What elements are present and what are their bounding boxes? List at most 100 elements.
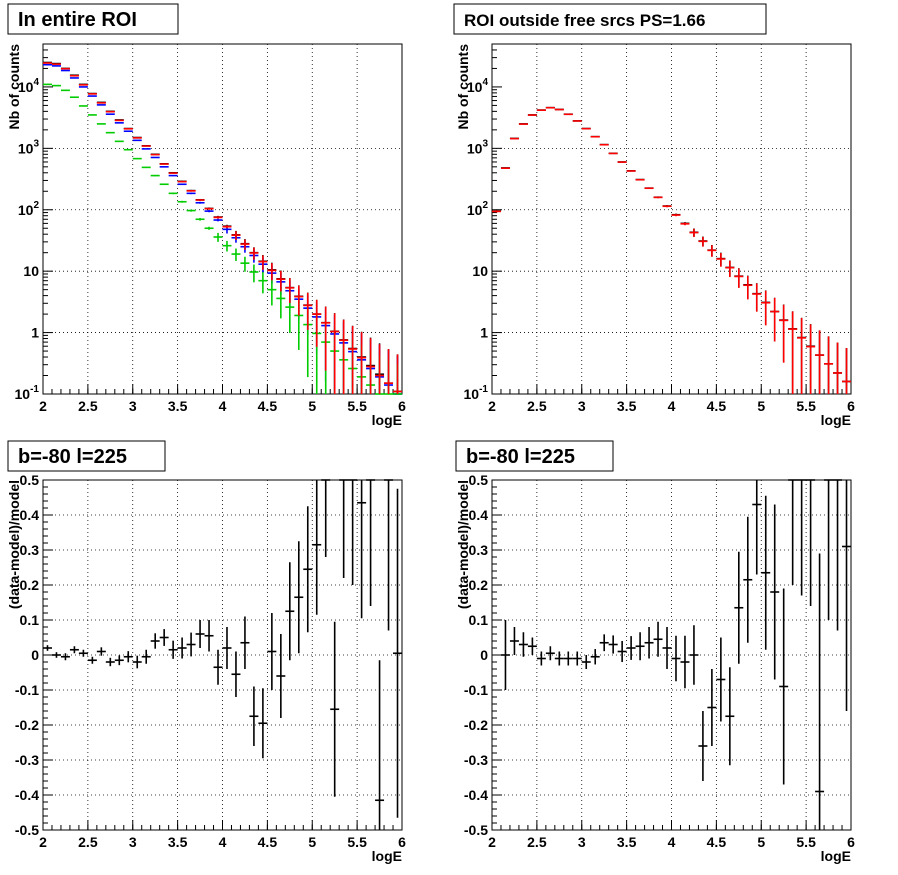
- data-point: [393, 488, 402, 818]
- y-tick-exponent: 3: [33, 138, 39, 149]
- data-point: [258, 255, 268, 270]
- x-tick-label: 2: [488, 398, 496, 414]
- x-tick-label: 3: [578, 834, 586, 850]
- data-point: [725, 667, 735, 766]
- data-point: [222, 627, 232, 669]
- data-point: [492, 210, 501, 213]
- y-tick-exponent: 4: [33, 77, 39, 88]
- y-tick-label: 0.4: [20, 507, 40, 523]
- data-point: [626, 636, 636, 660]
- data-point: [123, 148, 133, 151]
- data-point: [590, 135, 600, 138]
- data-point: [276, 287, 286, 319]
- chart-2: 2 2.5 3 3.5 4 4.5 5 5.5 610-1110102103104logENb …: [453, 3, 855, 428]
- data-point: [222, 225, 232, 229]
- data-point: [815, 330, 825, 394]
- data-point: [698, 236, 708, 247]
- y-tick-label: 0: [31, 647, 39, 663]
- data-point: [267, 263, 277, 281]
- data-point: [249, 264, 259, 283]
- data-point: [204, 207, 214, 210]
- x-tick-label: 3.5: [168, 834, 188, 850]
- y-tick-label: 102: [18, 200, 40, 218]
- data-point: [150, 174, 160, 177]
- y-tick-label: 0.1: [469, 612, 489, 628]
- data-point: [186, 209, 196, 212]
- x-tick-label: 4.5: [258, 398, 278, 414]
- x-tick-label: 5: [308, 834, 316, 850]
- data-point: [680, 222, 690, 226]
- data-point: [806, 324, 816, 394]
- data-point: [159, 166, 169, 168]
- data-point: [752, 283, 762, 312]
- x-tick-label: 5: [757, 398, 765, 414]
- y-tick-exponent: 2: [33, 200, 39, 211]
- data-point: [348, 326, 358, 394]
- y-tick-label: -0.4: [15, 787, 39, 803]
- data-point: [240, 239, 250, 250]
- x-tick-label: 5: [308, 398, 316, 414]
- data-point: [815, 553, 825, 830]
- data-point: [240, 256, 250, 272]
- x-tick-label: 4.5: [258, 834, 278, 850]
- data-point: [833, 342, 843, 394]
- data-point: [276, 634, 286, 718]
- data-point: [761, 495, 771, 650]
- x-tick-label: 6: [847, 834, 855, 850]
- data-point: [366, 479, 376, 606]
- data-point: [536, 651, 546, 666]
- x-tick-label: 4: [668, 834, 676, 850]
- data-point: [743, 276, 753, 300]
- x-tick-label: 2: [39, 834, 47, 850]
- x-tick-label: 3: [129, 834, 137, 850]
- data-point: [105, 657, 115, 667]
- data-point: [213, 232, 223, 242]
- data-point: [159, 163, 169, 165]
- y-axis-label: (data-model)/model: [455, 480, 471, 609]
- data-point: [213, 649, 223, 685]
- data-point: [842, 480, 851, 711]
- chart-title: In entire ROI: [18, 9, 137, 31]
- y-tick-label: 102: [467, 200, 489, 218]
- data-point: [267, 279, 277, 306]
- data-point: [186, 190, 196, 192]
- data-point: [833, 479, 843, 631]
- data-point: [213, 216, 223, 219]
- data-point: [716, 252, 726, 267]
- y-tick-label: 10-1: [464, 384, 489, 402]
- y-tick-label: 0.5: [20, 472, 40, 488]
- x-tick-label: 2: [488, 834, 496, 850]
- chart-title: b=-80 l=225: [18, 446, 127, 468]
- data-point: [716, 637, 726, 722]
- data-point: [294, 541, 304, 654]
- x-tick-label: 2.5: [78, 834, 98, 850]
- data-point: [141, 649, 151, 664]
- x-axis-label: logE: [372, 848, 402, 864]
- data-point: [671, 213, 681, 217]
- data-point: [689, 625, 699, 685]
- data-point: [752, 480, 762, 575]
- data-point: [770, 297, 780, 342]
- data-point: [608, 152, 618, 155]
- title-box: [453, 3, 767, 35]
- data-point: [204, 620, 214, 652]
- data-point: [375, 660, 385, 830]
- data-point: [204, 226, 214, 230]
- y-tick-label: 0.2: [469, 577, 489, 593]
- data-point: [698, 711, 708, 781]
- y-tick-exponent: 3: [482, 138, 488, 149]
- data-point: [581, 655, 591, 669]
- x-tick-label: 4: [219, 834, 227, 850]
- data-point: [330, 313, 340, 394]
- data-point: [842, 348, 851, 394]
- y-tick-label: 103: [467, 138, 489, 156]
- y-tick-label: 10: [23, 263, 39, 279]
- x-tick-label: 3: [129, 398, 137, 414]
- data-point: [123, 651, 133, 663]
- data-point: [770, 504, 780, 680]
- x-tick-label: 4.5: [707, 398, 727, 414]
- data-point: [195, 620, 205, 648]
- data-point: [384, 349, 394, 394]
- y-tick-label: 0.2: [20, 577, 40, 593]
- x-tick-label: 2: [39, 398, 47, 414]
